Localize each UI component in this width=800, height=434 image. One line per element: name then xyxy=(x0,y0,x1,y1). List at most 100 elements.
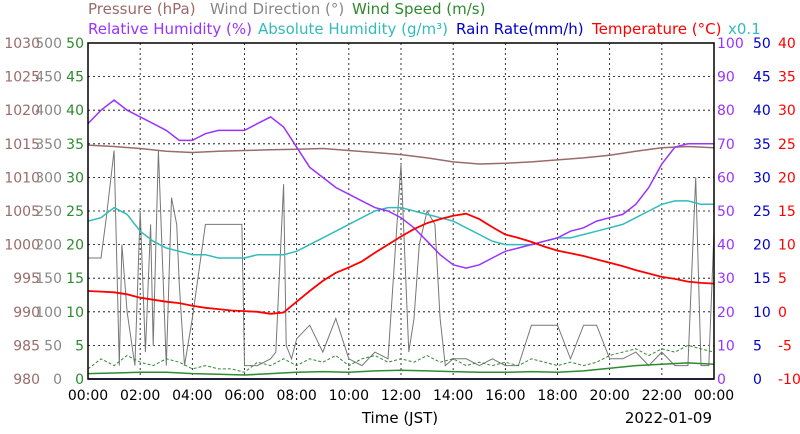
y-tick-relative-humidity: 40 xyxy=(717,238,735,254)
y-tick-pressure: 980 xyxy=(13,372,40,388)
y-tick-wind-speed: 20 xyxy=(66,238,84,254)
x-tick-label: 06:00 xyxy=(224,388,264,404)
y-tick-wind-direction: 200 xyxy=(35,238,62,254)
series-absolute-humidity xyxy=(87,200,714,259)
y-tick-rain-rate: 25 xyxy=(753,204,771,220)
y-tick-temperature: 10 xyxy=(778,238,796,254)
y-tick-wind-direction: 150 xyxy=(35,271,62,287)
y-tick-pressure: 1020 xyxy=(4,103,40,119)
y-tick-rain-rate: 40 xyxy=(753,103,771,119)
y-tick-pressure: 985 xyxy=(13,338,40,354)
y-tick-temperature: 20 xyxy=(778,170,796,186)
x-axis-label: Time (JST) xyxy=(361,409,438,427)
x-tick-label: 20:00 xyxy=(589,388,629,404)
y-tick-wind-speed: 15 xyxy=(66,271,84,287)
y-tick-wind-speed: 5 xyxy=(75,338,84,354)
chart-date: 2022-01-09 xyxy=(625,409,712,427)
y-tick-wind-speed: 25 xyxy=(66,204,84,220)
y-tick-rain-rate: 30 xyxy=(753,170,771,186)
y-tick-temperature: 15 xyxy=(778,204,796,220)
x-tick-label: 18:00 xyxy=(537,388,577,404)
y-tick-rain-rate: 15 xyxy=(753,271,771,287)
x-tick-label: 10:00 xyxy=(329,388,369,404)
legend-temperature: Temperature (°C) xyxy=(591,20,721,38)
y-tick-pressure: 1030 xyxy=(4,36,40,52)
y-tick-temperature: 25 xyxy=(778,137,796,153)
y-tick-wind-speed: 30 xyxy=(66,170,84,186)
y-tick-relative-humidity: 60 xyxy=(717,170,735,186)
legend-rain-rate: Rain Rate(mm/h) xyxy=(456,20,584,38)
legend: Pressure (hPa) Wind Direction (°) Wind S… xyxy=(88,0,761,38)
y-tick-pressure: 995 xyxy=(13,271,40,287)
series-wind-speed xyxy=(87,362,715,376)
y-tick-temperature: 0 xyxy=(778,305,787,321)
x-tick-label: 00:00 xyxy=(694,388,734,404)
y-tick-wind-direction: 450 xyxy=(35,70,62,86)
y-tick-temperature: -10 xyxy=(778,372,800,388)
legend-wind-speed: Wind Speed (m/s) xyxy=(352,0,485,18)
y-tick-relative-humidity: 0 xyxy=(717,372,726,388)
y-tick-pressure: 1010 xyxy=(4,170,40,186)
y-tick-relative-humidity: 50 xyxy=(717,204,735,220)
legend-relative-humidity: Relative Humidity (%) xyxy=(88,20,252,38)
axes: 1030102510201015101010051000995990985980… xyxy=(4,36,800,404)
x-tick-label: 04:00 xyxy=(172,388,212,404)
y-tick-wind-direction: 50 xyxy=(44,338,62,354)
legend-absolute-humidity: Absolute Humidity (g/m³) xyxy=(258,20,448,38)
y-tick-relative-humidity: 20 xyxy=(717,305,735,321)
legend-pressure: Pressure (hPa) xyxy=(88,0,196,18)
y-tick-wind-direction: 350 xyxy=(35,137,62,153)
y-tick-wind-speed: 35 xyxy=(66,137,84,153)
y-tick-relative-humidity: 90 xyxy=(717,70,735,86)
y-tick-wind-direction: 0 xyxy=(53,372,62,388)
y-tick-wind-speed: 50 xyxy=(66,36,84,52)
y-tick-relative-humidity: 80 xyxy=(717,103,735,119)
y-tick-wind-direction: 500 xyxy=(35,36,62,52)
y-tick-relative-humidity: 100 xyxy=(717,36,744,52)
series-temperature xyxy=(87,212,715,315)
y-tick-rain-rate: 35 xyxy=(753,137,771,153)
y-tick-wind-direction: 400 xyxy=(35,103,62,119)
y-tick-pressure: 1000 xyxy=(4,238,40,254)
y-tick-temperature: -5 xyxy=(778,338,792,354)
y-tick-rain-rate: 0 xyxy=(753,372,762,388)
x-tick-label: 12:00 xyxy=(381,388,421,404)
y-tick-rain-rate: 5 xyxy=(753,338,762,354)
series-pressure xyxy=(87,144,715,165)
y-tick-pressure: 990 xyxy=(13,305,40,321)
x-tick-label: 14:00 xyxy=(433,388,473,404)
y-tick-rain-rate: 45 xyxy=(753,70,771,86)
x-tick-label: 00:00 xyxy=(68,388,108,404)
series-wind-speed-gust xyxy=(87,344,715,373)
series-wind-direction xyxy=(88,150,715,367)
y-tick-wind-speed: 45 xyxy=(66,70,84,86)
x-tick-label: 22:00 xyxy=(642,388,682,404)
y-tick-temperature: 30 xyxy=(778,103,796,119)
y-tick-pressure: 1015 xyxy=(4,137,40,153)
y-tick-wind-speed: 10 xyxy=(66,305,84,321)
y-tick-rain-rate: 10 xyxy=(753,305,771,321)
legend-wind-direction: Wind Direction (°) xyxy=(210,0,344,18)
y-tick-relative-humidity: 10 xyxy=(717,338,735,354)
y-tick-pressure: 1025 xyxy=(4,70,40,86)
y-tick-relative-humidity: 30 xyxy=(717,271,735,287)
y-tick-wind-direction: 100 xyxy=(35,305,62,321)
y-tick-temperature: 5 xyxy=(778,271,787,287)
y-tick-relative-humidity: 70 xyxy=(717,137,735,153)
y-tick-rain-rate: 50 xyxy=(753,36,771,52)
y-tick-wind-direction: 300 xyxy=(35,170,62,186)
plot-frame xyxy=(87,42,715,380)
y-tick-rain-rate: 20 xyxy=(753,238,771,254)
x-tick-label: 16:00 xyxy=(485,388,525,404)
y-tick-temperature: 35 xyxy=(778,70,796,86)
y-tick-temperature: 40 xyxy=(778,36,796,52)
grid xyxy=(88,43,714,379)
y-tick-wind-speed: 0 xyxy=(75,372,84,388)
x-tick-label: 02:00 xyxy=(120,388,160,404)
x-tick-label: 08:00 xyxy=(276,388,316,404)
y-tick-wind-direction: 250 xyxy=(35,204,62,220)
y-tick-wind-speed: 40 xyxy=(66,103,84,119)
y-tick-pressure: 1005 xyxy=(4,204,40,220)
abs-humidity-scale: x0.1 xyxy=(728,20,761,38)
